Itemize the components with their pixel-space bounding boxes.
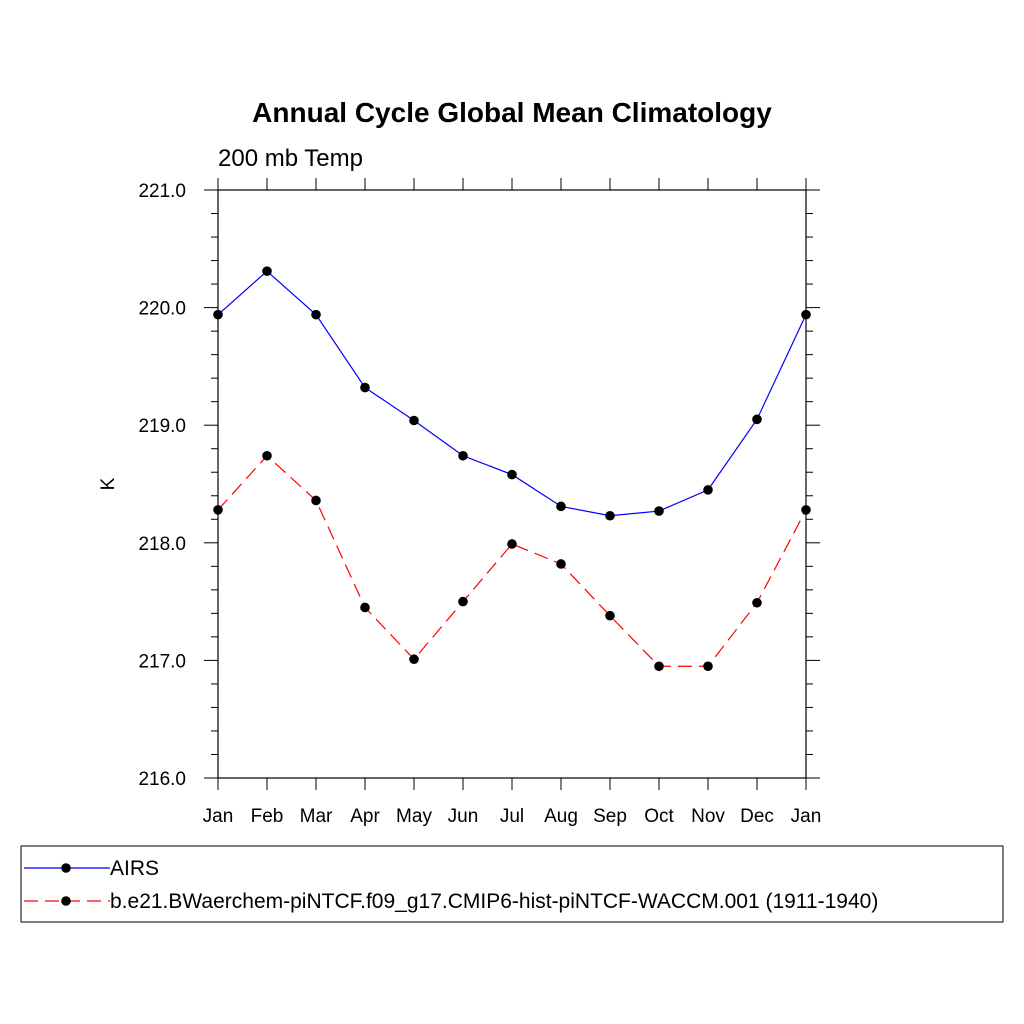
chart-subtitle: 200 mb Temp [218, 145, 363, 172]
series-0-point [262, 266, 272, 276]
series-1-point [409, 654, 419, 665]
series-0-point [605, 510, 615, 521]
series-0-point [311, 309, 321, 320]
series-1-point [458, 596, 468, 607]
y-tick-label: 218.0 [138, 534, 186, 555]
series-layer [213, 266, 811, 672]
x-tick-label: Mar [300, 806, 333, 827]
legend-marker-model [61, 896, 71, 906]
minor-ticks [211, 213, 813, 755]
y-tick-label: 220.0 [138, 299, 186, 320]
series-0-point [752, 414, 762, 425]
series-1-point [654, 661, 664, 672]
series-1-point [605, 610, 615, 621]
x-tick-label: Oct [644, 806, 674, 827]
y-axis-label: K [98, 477, 119, 490]
x-tick-label: Aug [544, 806, 578, 827]
legend-marker-airs [61, 863, 71, 873]
legend-box [20, 845, 1004, 923]
x-tick-label: Jun [448, 806, 479, 827]
x-tick-label: Jan [203, 806, 234, 827]
chart-title: Annual Cycle Global Mean Climatology [252, 97, 772, 128]
x-tick-label: May [396, 806, 432, 827]
series-1-point [752, 597, 762, 608]
series-1-point [360, 602, 370, 613]
plot-frame [217, 189, 807, 779]
series-1-point [262, 450, 272, 461]
y-tick-label: 219.0 [138, 416, 186, 437]
legend-label-airs: AIRS [110, 857, 159, 880]
series-1-point [801, 505, 811, 515]
series-0-point [654, 506, 664, 516]
series-0-point [409, 415, 419, 426]
series-0-point [556, 501, 566, 512]
x-tick-labels: Jan Feb Mar Apr May Jun Jul Aug Sep Oct Nov Dec Jan [203, 806, 822, 827]
legend-label-model: b.e21.BWaerchem-piNTCF.f09_g17.CMIP6-his… [110, 890, 878, 913]
x-tick-label: Feb [251, 806, 284, 827]
y-tick-label: 221.0 [138, 181, 186, 202]
major-ticks [204, 178, 820, 790]
x-tick-label: Nov [691, 806, 725, 827]
series-1-point [311, 495, 321, 506]
x-tick-label: Dec [740, 806, 774, 827]
series-0-point [458, 450, 468, 461]
y-tick-label: 217.0 [138, 651, 186, 672]
y-tick-label: 216.0 [138, 769, 186, 790]
x-tick-label: Apr [350, 806, 380, 827]
series-0-point [213, 309, 223, 320]
series-0-point [703, 485, 713, 495]
series-line-1 [217, 454, 807, 667]
x-tick-label: Jan [791, 806, 822, 827]
series-0-point [360, 382, 370, 393]
series-1-point [213, 505, 223, 515]
x-tick-label: Jul [500, 806, 524, 827]
x-tick-label: Sep [593, 806, 627, 827]
series-0-point [507, 469, 517, 480]
series-1-point [556, 559, 566, 569]
legend: AIRS b.e21.BWaerchem-piNTCF.f09_g17.CMIP… [20, 845, 1004, 923]
series-1-point [507, 539, 517, 549]
y-tick-labels: 216.0 217.0 218.0 219.0 220.0 221.0 [138, 181, 186, 790]
series-1-point [703, 661, 713, 672]
series-0-point [801, 309, 811, 320]
